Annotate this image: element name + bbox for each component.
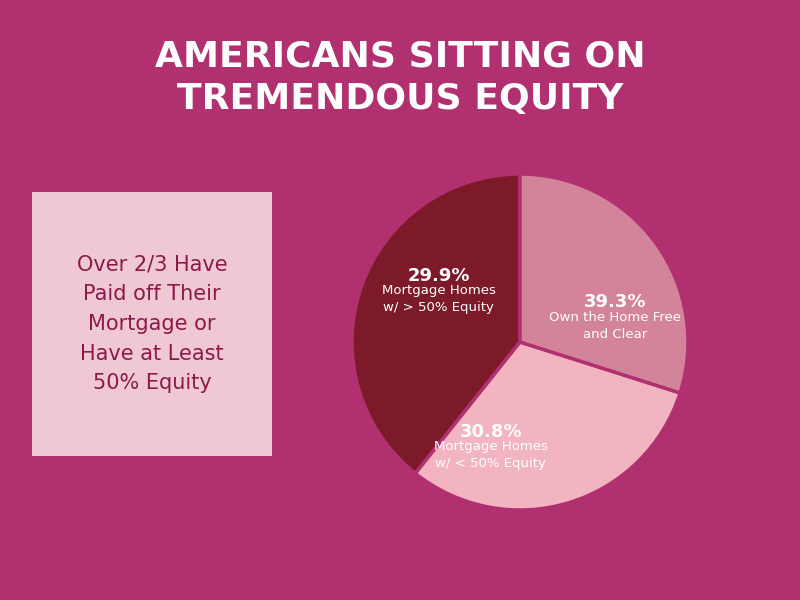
Text: 29.9%: 29.9% <box>407 267 470 285</box>
Text: AMERICANS SITTING ON
TREMENDOUS EQUITY: AMERICANS SITTING ON TREMENDOUS EQUITY <box>154 40 646 116</box>
Text: Mortgage Homes
w/ > 50% Equity: Mortgage Homes w/ > 50% Equity <box>382 284 495 314</box>
Text: 30.8%: 30.8% <box>459 423 522 441</box>
Text: 39.3%: 39.3% <box>584 293 646 311</box>
FancyBboxPatch shape <box>32 192 272 456</box>
Wedge shape <box>415 342 680 510</box>
Wedge shape <box>520 174 688 393</box>
Text: Over 2/3 Have
Paid off Their
Mortgage or
Have at Least
50% Equity: Over 2/3 Have Paid off Their Mortgage or… <box>77 255 227 393</box>
Wedge shape <box>352 174 520 473</box>
Text: Own the Home Free
and Clear: Own the Home Free and Clear <box>549 311 681 341</box>
Text: Mortgage Homes
w/ < 50% Equity: Mortgage Homes w/ < 50% Equity <box>434 440 548 470</box>
